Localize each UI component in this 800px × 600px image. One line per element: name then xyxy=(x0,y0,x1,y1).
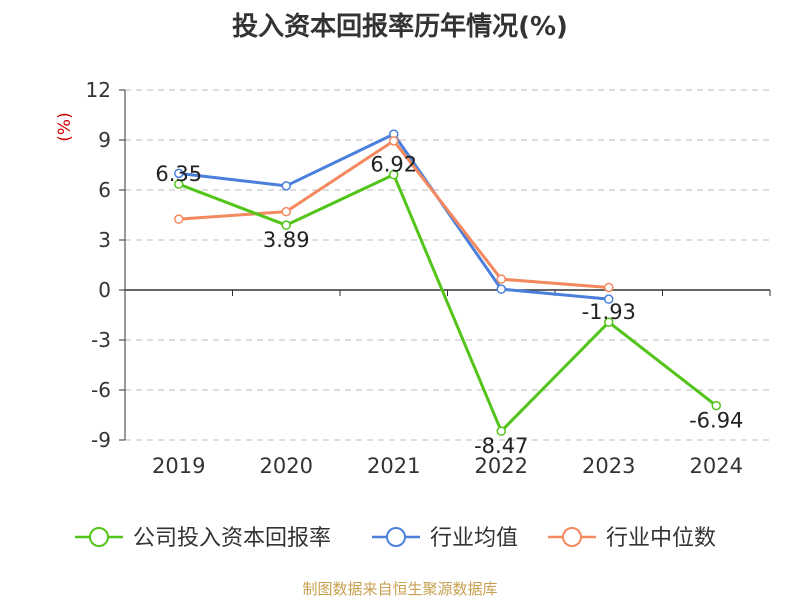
data-point xyxy=(174,214,184,224)
legend-label: 行业均值 xyxy=(430,526,518,551)
data-point xyxy=(604,294,614,304)
x-tick-label: 2020 xyxy=(260,454,313,478)
data-point xyxy=(496,426,506,436)
data-label: -6.94 xyxy=(689,409,743,433)
data-point xyxy=(711,400,721,411)
axes: 12 9 6 3 0 -3 -6 -9 2019 2020 2021 2022 2023 2024 (%) xyxy=(55,78,771,478)
legend-swatch-marker xyxy=(562,527,582,547)
legend-label: 行业中位数 xyxy=(606,526,716,551)
y-tick-label: 9 xyxy=(98,128,111,152)
data-point xyxy=(281,181,291,191)
legend-swatch-marker xyxy=(386,527,406,547)
data-point xyxy=(496,284,506,294)
y-tick-label: -9 xyxy=(91,428,111,452)
data-point xyxy=(174,179,184,189)
y-tick-label: 0 xyxy=(98,278,111,302)
data-point xyxy=(281,206,291,217)
y-tick-label: 6 xyxy=(98,178,111,202)
data-label: -1.93 xyxy=(582,300,636,324)
data-point xyxy=(604,317,614,327)
series-line xyxy=(178,173,718,433)
legend-label: 公司投入资本回报率 xyxy=(133,526,331,551)
data-point xyxy=(174,168,184,179)
data-point xyxy=(604,282,614,293)
data-point xyxy=(281,220,291,230)
data-point xyxy=(389,169,399,180)
data-label: 6.92 xyxy=(370,153,417,177)
grid-lines xyxy=(125,89,770,441)
data-point xyxy=(496,274,506,284)
x-tick-label: 2022 xyxy=(475,454,528,478)
legend: 公司投入资本回报率 行业均值 行业中位数 xyxy=(75,526,716,551)
series-lines xyxy=(174,129,721,436)
y-axis-title: (%) xyxy=(55,112,75,141)
legend-swatch-marker xyxy=(89,527,109,547)
chart-title: 投入资本回报率历年情况(%) xyxy=(232,12,568,42)
y-tick-label: 3 xyxy=(98,228,111,252)
data-source-note: 制图数据来自恒生聚源数据库 xyxy=(302,580,498,598)
data-point xyxy=(389,136,399,146)
data-label: -8.47 xyxy=(474,434,528,458)
y-tick-label: 12 xyxy=(86,78,111,102)
y-tick-label: -6 xyxy=(91,378,111,402)
x-tick-label: 2019 xyxy=(152,454,205,478)
x-tick-label: 2024 xyxy=(690,454,743,478)
data-label: 3.89 xyxy=(263,228,310,252)
data-label: 6.35 xyxy=(155,162,202,186)
x-tick-label: 2021 xyxy=(367,454,420,478)
data-labels: 6.35 3.89 6.92 -8.47 -1.93 -6.94 xyxy=(155,153,743,458)
x-tick-label: 2023 xyxy=(582,454,635,478)
y-tick-label: -3 xyxy=(91,328,111,352)
